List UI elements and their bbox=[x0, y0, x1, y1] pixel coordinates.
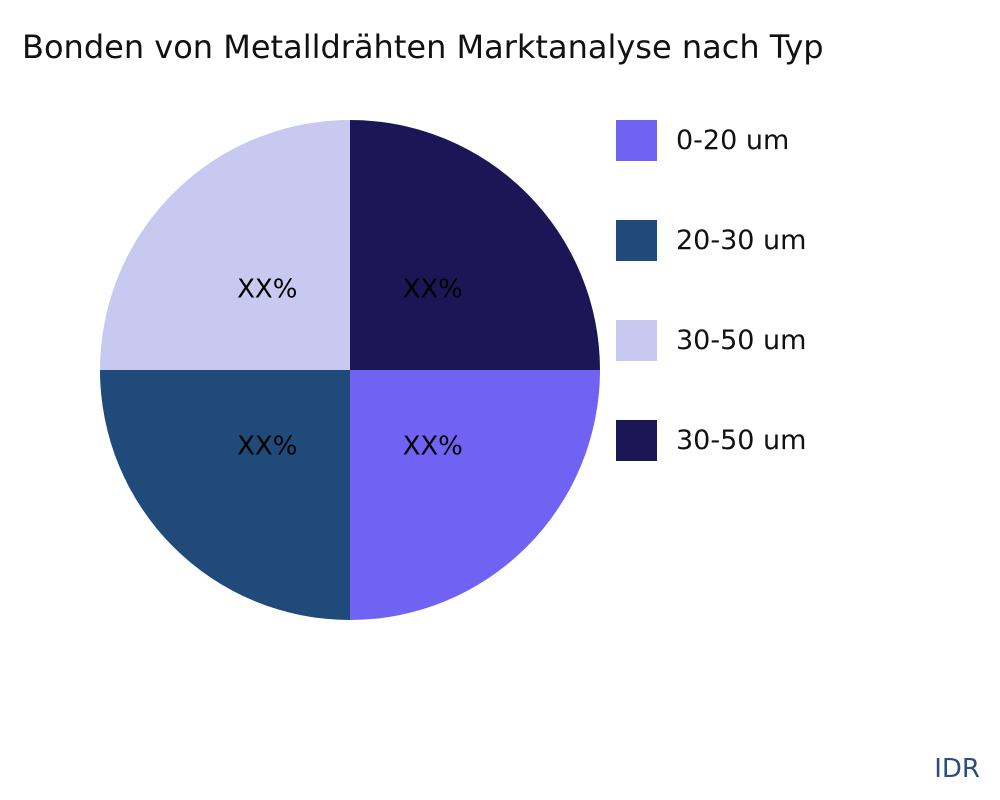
legend-swatch bbox=[616, 419, 657, 461]
slice-data-label: XX% bbox=[237, 274, 297, 304]
pie-slice-3 bbox=[350, 120, 600, 370]
legend-swatch bbox=[616, 319, 657, 361]
legend-label: 0-20 um bbox=[676, 124, 790, 156]
watermark-logo: IDR bbox=[934, 754, 980, 784]
slice-data-label: XX% bbox=[403, 432, 463, 462]
pie-slice-2 bbox=[100, 120, 350, 370]
legend-item: 30-50 um bbox=[616, 319, 807, 361]
legend-swatch bbox=[616, 119, 657, 161]
pie-slice-1 bbox=[100, 370, 350, 620]
slice-data-label: XX% bbox=[237, 432, 297, 462]
legend-item: 20-30 um bbox=[616, 219, 807, 261]
slice-data-label: XX% bbox=[403, 274, 463, 304]
chart-title: Bonden von Metalldrähten Marktanalyse na… bbox=[22, 28, 824, 66]
legend-label: 30-50 um bbox=[676, 424, 807, 456]
legend-swatch bbox=[616, 219, 657, 261]
legend-label: 30-50 um bbox=[676, 324, 807, 356]
pie-slice-0 bbox=[350, 370, 600, 620]
legend-label: 20-30 um bbox=[676, 224, 807, 256]
legend-item: 30-50 um bbox=[616, 419, 807, 461]
legend-item: 0-20 um bbox=[616, 119, 790, 161]
